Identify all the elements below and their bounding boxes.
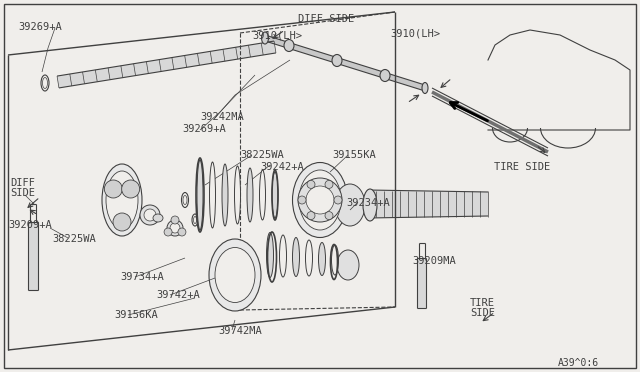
Text: 39742MA: 39742MA [218, 326, 262, 336]
Circle shape [104, 180, 122, 198]
Polygon shape [57, 41, 276, 88]
Circle shape [164, 228, 172, 236]
Circle shape [167, 220, 183, 236]
Ellipse shape [144, 209, 156, 221]
Text: 39734+A: 39734+A [120, 272, 164, 282]
Circle shape [113, 213, 131, 231]
Bar [417, 258, 426, 308]
Ellipse shape [292, 237, 300, 276]
Text: 39155KA: 39155KA [332, 150, 376, 160]
Text: DIFF SIDE: DIFF SIDE [298, 14, 355, 24]
Polygon shape [368, 190, 488, 218]
Circle shape [334, 196, 342, 204]
Ellipse shape [247, 168, 253, 222]
Text: 39209MA: 39209MA [412, 256, 456, 266]
Text: 39269+A: 39269+A [182, 124, 226, 134]
Text: 39742+A: 39742+A [156, 290, 200, 300]
Ellipse shape [222, 164, 228, 226]
Ellipse shape [319, 243, 326, 276]
Circle shape [306, 186, 334, 214]
Text: 3910(LH>: 3910(LH> [252, 30, 302, 40]
Ellipse shape [422, 83, 428, 93]
Circle shape [307, 180, 315, 188]
Bar [28, 222, 38, 290]
Ellipse shape [102, 164, 142, 236]
Text: TIRE SIDE: TIRE SIDE [494, 162, 550, 172]
Text: DIFF: DIFF [10, 178, 35, 188]
Ellipse shape [332, 55, 342, 67]
Ellipse shape [262, 32, 269, 44]
Text: 39242+A: 39242+A [260, 162, 304, 172]
Ellipse shape [363, 189, 377, 221]
Ellipse shape [292, 163, 348, 237]
Ellipse shape [153, 214, 163, 222]
Circle shape [170, 223, 180, 233]
Ellipse shape [380, 70, 390, 81]
Polygon shape [265, 35, 425, 91]
Text: A39^0:6: A39^0:6 [558, 358, 599, 368]
Text: 39209+A: 39209+A [8, 220, 52, 230]
Text: SIDE: SIDE [10, 188, 35, 198]
Circle shape [298, 178, 342, 222]
Ellipse shape [272, 172, 278, 218]
Text: 38225WA: 38225WA [52, 234, 96, 244]
Ellipse shape [234, 166, 241, 224]
Text: SIDE: SIDE [470, 308, 495, 318]
Ellipse shape [209, 162, 216, 228]
Ellipse shape [284, 39, 294, 51]
Ellipse shape [209, 239, 261, 311]
Ellipse shape [215, 247, 255, 302]
Circle shape [171, 216, 179, 224]
Ellipse shape [197, 160, 203, 230]
Circle shape [122, 180, 140, 198]
Ellipse shape [266, 232, 273, 278]
Text: 3910(LH>: 3910(LH> [390, 28, 440, 38]
Circle shape [307, 212, 315, 219]
Ellipse shape [332, 245, 339, 275]
Ellipse shape [335, 184, 365, 226]
Ellipse shape [337, 250, 359, 280]
Ellipse shape [280, 235, 287, 277]
Ellipse shape [305, 240, 312, 276]
Ellipse shape [259, 170, 266, 220]
Circle shape [325, 180, 333, 188]
Text: 39242MA: 39242MA [200, 112, 244, 122]
Text: 39156KA: 39156KA [114, 310, 157, 320]
Circle shape [178, 228, 186, 236]
Ellipse shape [106, 171, 138, 229]
Ellipse shape [41, 75, 49, 91]
Ellipse shape [140, 205, 160, 225]
Ellipse shape [299, 170, 341, 230]
Text: TIRE: TIRE [470, 298, 495, 308]
Text: 38225WA: 38225WA [240, 150, 284, 160]
Text: 39234+A: 39234+A [346, 198, 390, 208]
Circle shape [325, 212, 333, 219]
Circle shape [298, 196, 306, 204]
Text: 39269+A: 39269+A [18, 22, 61, 32]
